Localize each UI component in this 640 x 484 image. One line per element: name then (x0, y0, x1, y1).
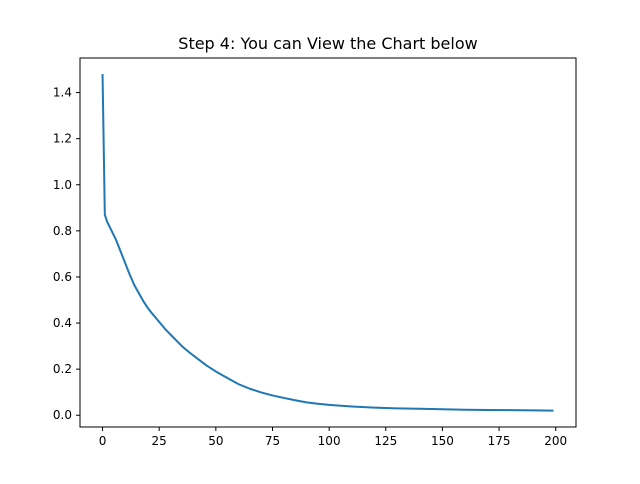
series-layer (101, 74, 554, 412)
x-tick-label: 75 (265, 434, 280, 448)
y-tick-label: 0.4 (53, 316, 72, 330)
y-axis: 0.0 0.2 0.4 0.6 0.8 1.0 1.2 1.4 (53, 86, 80, 422)
y-tick-label: 1.2 (53, 132, 72, 146)
x-tick-label: 200 (544, 434, 567, 448)
x-tick-label: 25 (152, 434, 167, 448)
y-tick-label: 0.0 (53, 408, 72, 422)
plot-frame (79, 57, 577, 428)
x-axis: 0 25 50 75 100 125 150 175 200 (99, 427, 567, 448)
x-tick-label: 150 (431, 434, 454, 448)
y-tick-label: 0.2 (53, 362, 72, 376)
y-tick-label: 0.8 (53, 224, 72, 238)
x-tick-label: 50 (208, 434, 223, 448)
x-tick-label: 175 (488, 434, 511, 448)
y-tick-label: 1.0 (53, 178, 72, 192)
y-tick-label: 1.4 (53, 86, 72, 100)
x-tick-label: 100 (318, 434, 341, 448)
chart-title: Step 4: You can View the Chart below (178, 34, 477, 53)
y-tick-label: 0.6 (53, 270, 72, 284)
x-tick-label: 125 (374, 434, 397, 448)
x-tick-label: 0 (99, 434, 107, 448)
series-line (101, 74, 554, 412)
